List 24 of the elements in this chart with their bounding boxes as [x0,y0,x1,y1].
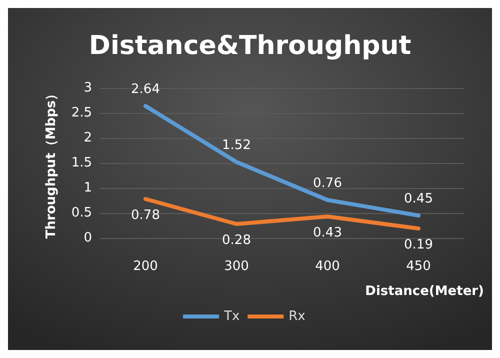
x-tick-label: 300 [224,259,249,274]
data-label: 0.45 [404,192,433,206]
data-label: 2.64 [131,82,160,97]
data-label: 1.52 [222,138,251,153]
y-tick-label: 3 [84,80,92,96]
y-tick-label: 1 [84,180,92,196]
data-label: 0.43 [313,226,342,240]
y-axis-title: Throughput（Mbps） [44,87,59,239]
x-tick-label: 400 [315,259,340,274]
legend-label: Rx [288,309,306,324]
data-label: 0.28 [222,233,251,248]
chart-title: Distance&Throughput [88,31,412,61]
legend-label: Tx [223,309,240,324]
x-axis-title: Distance(Meter) [365,284,484,299]
x-tick-label: 450 [406,259,431,274]
y-tick-label: 1.5 [71,156,92,170]
x-tick-label: 200 [133,259,158,274]
y-tick-label: 2 [84,130,92,146]
y-tick-label: 0.5 [71,206,92,220]
y-tick-label: 2.5 [71,106,92,120]
data-label: 0.76 [313,176,342,191]
data-label: 0.78 [131,208,160,223]
data-label: 0.19 [404,238,433,252]
y-tick-label: 0 [84,230,92,246]
